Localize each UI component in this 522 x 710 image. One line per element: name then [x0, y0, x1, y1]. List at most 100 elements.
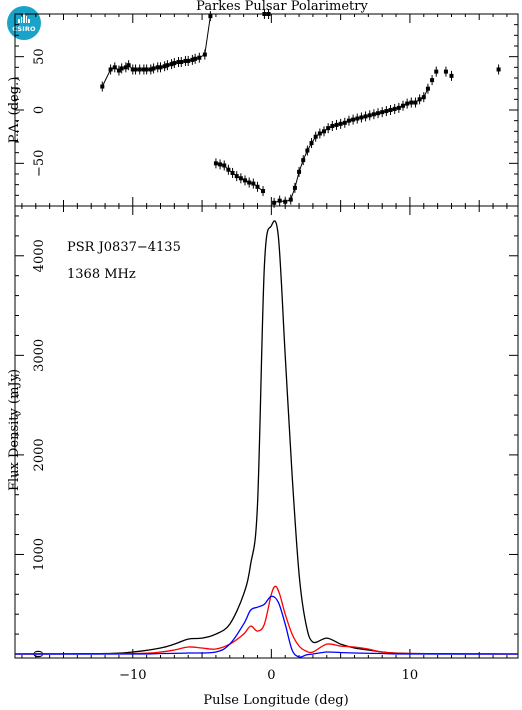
pa-point: [183, 58, 188, 63]
pa-point: [434, 69, 439, 74]
pa-point: [392, 106, 397, 111]
pa-point: [421, 95, 426, 100]
pa-point: [262, 12, 267, 16]
pa-point: [116, 68, 121, 73]
pa-point: [112, 65, 117, 70]
pa-point: [255, 184, 260, 189]
frequency-annotation: 1368 MHz: [67, 267, 136, 282]
pa-point: [169, 62, 174, 67]
logo-bars-icon: [18, 13, 30, 23]
pa-point: [359, 115, 364, 120]
pa-point: [409, 100, 414, 105]
pa-point: [317, 131, 322, 136]
pa-point: [430, 78, 435, 83]
pa-point: [496, 67, 501, 72]
pa-point: [137, 67, 142, 72]
flux-series: [14, 220, 519, 658]
pa-point: [234, 174, 239, 179]
logo-text: CSIRO: [12, 25, 36, 33]
pa-point: [417, 97, 422, 102]
pa-point: [338, 121, 343, 126]
pa-point: [309, 141, 314, 146]
y-tick-label: −50: [32, 150, 47, 177]
pa-point: [266, 12, 271, 16]
pa-point: [190, 57, 195, 62]
pa-point: [272, 200, 277, 205]
pa-point: [100, 84, 105, 89]
pa-point: [208, 14, 213, 19]
pa-point: [261, 189, 266, 194]
pa-point: [443, 69, 448, 74]
pa-line: [101, 16, 211, 87]
pa-point: [277, 198, 282, 203]
pa-point: [413, 100, 418, 105]
pulsar-name-annotation: PSR J0837−4135: [67, 240, 181, 255]
pa-point: [330, 124, 335, 128]
y-tick-label: 50: [32, 48, 47, 65]
pa-point: [148, 67, 153, 72]
pa-point: [243, 178, 248, 183]
top-axis-ticks: −50 0 50: [15, 14, 518, 206]
chart-title: Parkes Pulsar Polarimetry: [196, 0, 368, 14]
pa-point: [119, 66, 124, 71]
pa-point: [449, 73, 454, 78]
pa-point: [355, 116, 360, 121]
pa-point: [179, 60, 184, 64]
pa-point: [197, 55, 202, 60]
pa-point: [384, 109, 389, 114]
pa-point: [346, 118, 351, 123]
x-tick-label: 0: [267, 668, 275, 683]
pa-point: [123, 65, 128, 70]
pa-point: [151, 66, 156, 71]
pa-point: [322, 129, 327, 134]
pa-point: [351, 117, 356, 122]
pa-point: [144, 67, 149, 72]
pa-point: [218, 162, 223, 167]
pa-point: [288, 197, 293, 202]
pa-point: [141, 67, 146, 72]
pa-point: [226, 167, 231, 172]
pa-point: [363, 114, 368, 119]
pa-point: [130, 67, 135, 72]
y-tick-label: 4000: [32, 239, 47, 272]
pa-point: [158, 65, 163, 70]
pa-point: [297, 169, 302, 174]
pa-point: [222, 163, 227, 168]
pa-point: [238, 176, 243, 181]
pa-point: [367, 113, 372, 118]
pa-point: [283, 199, 288, 204]
pa-point: [400, 103, 405, 108]
pa-point: [165, 63, 170, 68]
pa-point: [176, 60, 181, 64]
x-tick-label: 10: [402, 668, 419, 683]
pa-point: [133, 67, 138, 72]
pa-series: [100, 9, 501, 208]
pa-point: [186, 58, 191, 63]
pa-point: [213, 161, 218, 166]
top-panel-frame: [14, 13, 519, 207]
y-tick-label: 1000: [32, 538, 47, 571]
pa-point: [425, 86, 430, 91]
pa-point: [334, 122, 339, 127]
top-y-axis-label: P.A. (deg.): [7, 77, 22, 144]
pa-point: [230, 170, 235, 175]
pa-point: [155, 65, 160, 70]
y-tick-label: 0: [32, 106, 47, 114]
y-tick-label: 2000: [32, 438, 47, 471]
pa-point: [405, 101, 410, 106]
total-intensity-line: [14, 220, 519, 655]
pa-point: [193, 56, 198, 61]
pa-point: [326, 126, 331, 131]
pa-point: [301, 158, 306, 163]
pa-point: [376, 111, 381, 116]
csiro-logo: CSIRO: [7, 6, 41, 40]
circular-polarization-line: [14, 595, 519, 658]
x-tick-label: −10: [119, 668, 146, 683]
bottom-y-axis-label: Flux Density (mJy): [7, 369, 22, 491]
pa-point: [380, 110, 385, 115]
bottom-panel-frame: [14, 205, 519, 659]
pa-point: [108, 67, 113, 72]
pa-point: [126, 63, 131, 68]
pa-point: [172, 61, 177, 66]
